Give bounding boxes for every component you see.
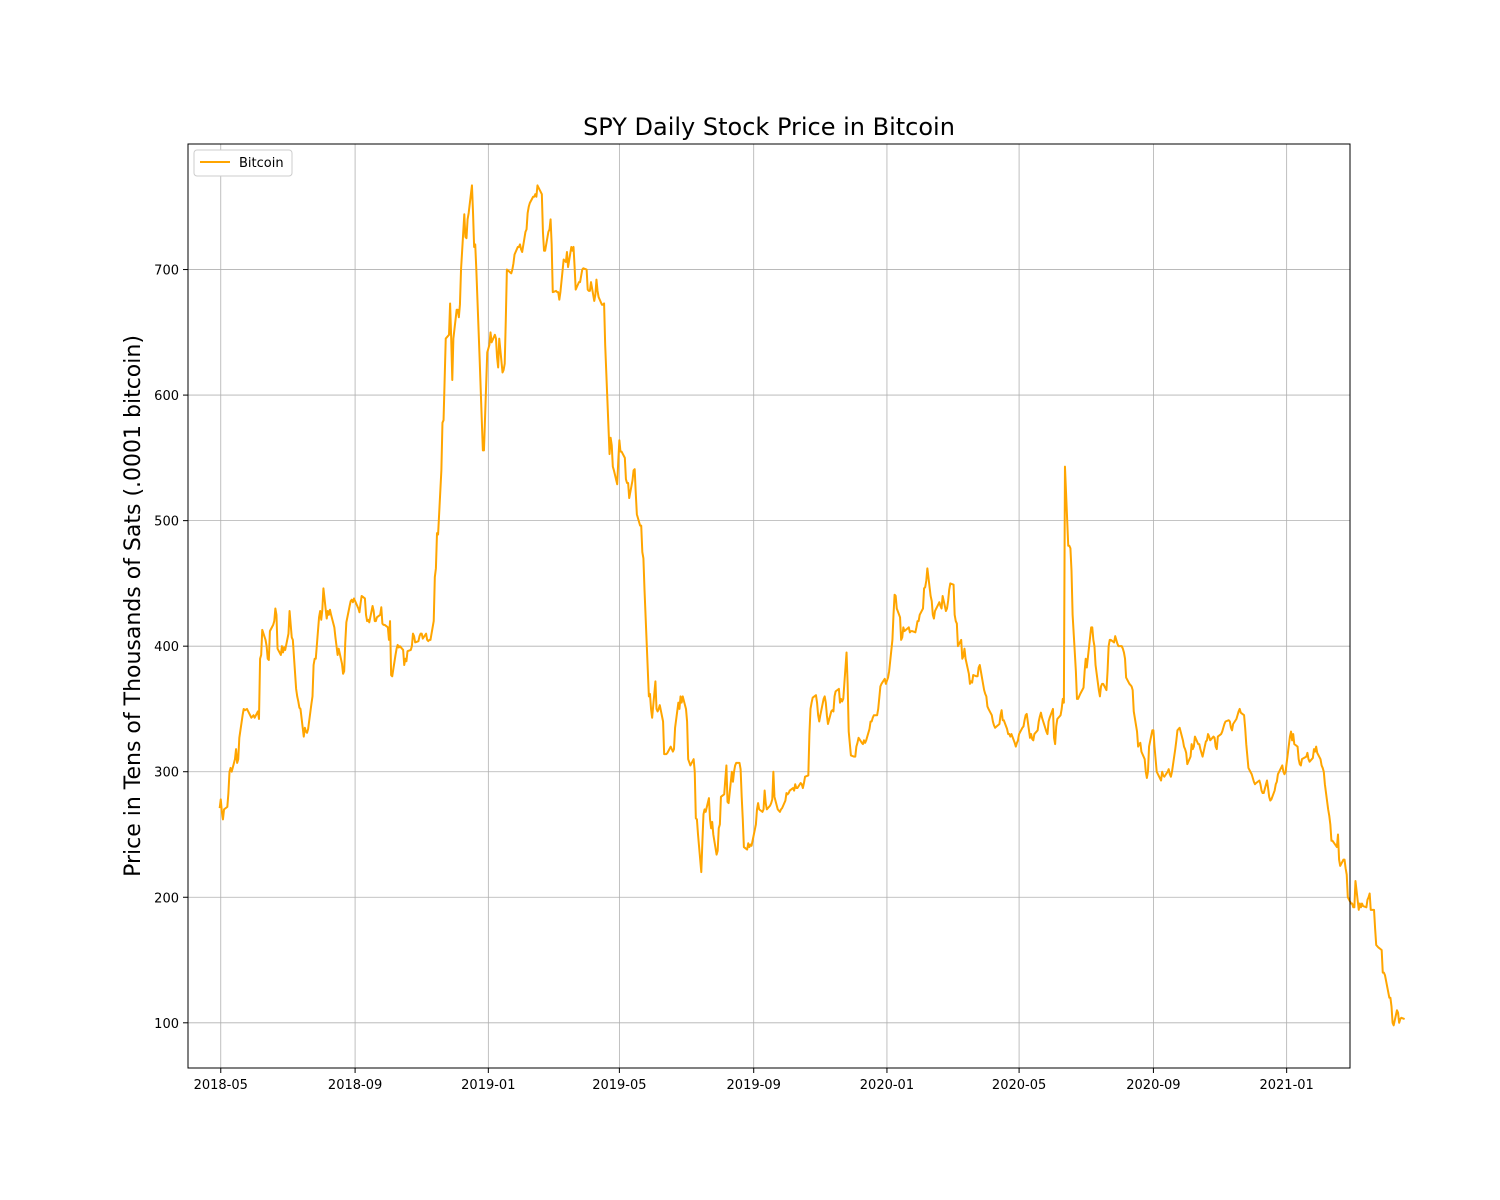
- y-tick-label: 500: [154, 515, 179, 530]
- x-tick-label: 2020-05: [992, 1078, 1046, 1093]
- legend: Bitcoin: [194, 150, 292, 176]
- y-axis-label: Price in Tens of Thousands of Sats (.000…: [121, 335, 146, 877]
- x-tick-label: 2018-09: [328, 1078, 382, 1093]
- y-tick-label: 700: [154, 264, 179, 279]
- plot-area: [188, 144, 1350, 1068]
- x-tick-label: 2019-01: [461, 1078, 515, 1093]
- y-tick-label: 100: [154, 1017, 179, 1032]
- chart-title: SPY Daily Stock Price in Bitcoin: [583, 113, 955, 141]
- x-tick-label: 2020-09: [1126, 1078, 1180, 1093]
- x-tick-label: 2018-05: [194, 1078, 248, 1093]
- y-tick-label: 600: [154, 389, 179, 404]
- x-tick-label: 2021-01: [1259, 1078, 1313, 1093]
- x-tick-label: 2019-05: [592, 1078, 646, 1093]
- x-tick-label: 2020-01: [860, 1078, 914, 1093]
- y-tick-label: 200: [154, 891, 179, 906]
- x-tick-label: 2019-09: [727, 1078, 781, 1093]
- y-tick-label: 300: [154, 766, 179, 781]
- legend-label-bitcoin: Bitcoin: [239, 156, 284, 171]
- y-tick-label: 400: [154, 640, 179, 655]
